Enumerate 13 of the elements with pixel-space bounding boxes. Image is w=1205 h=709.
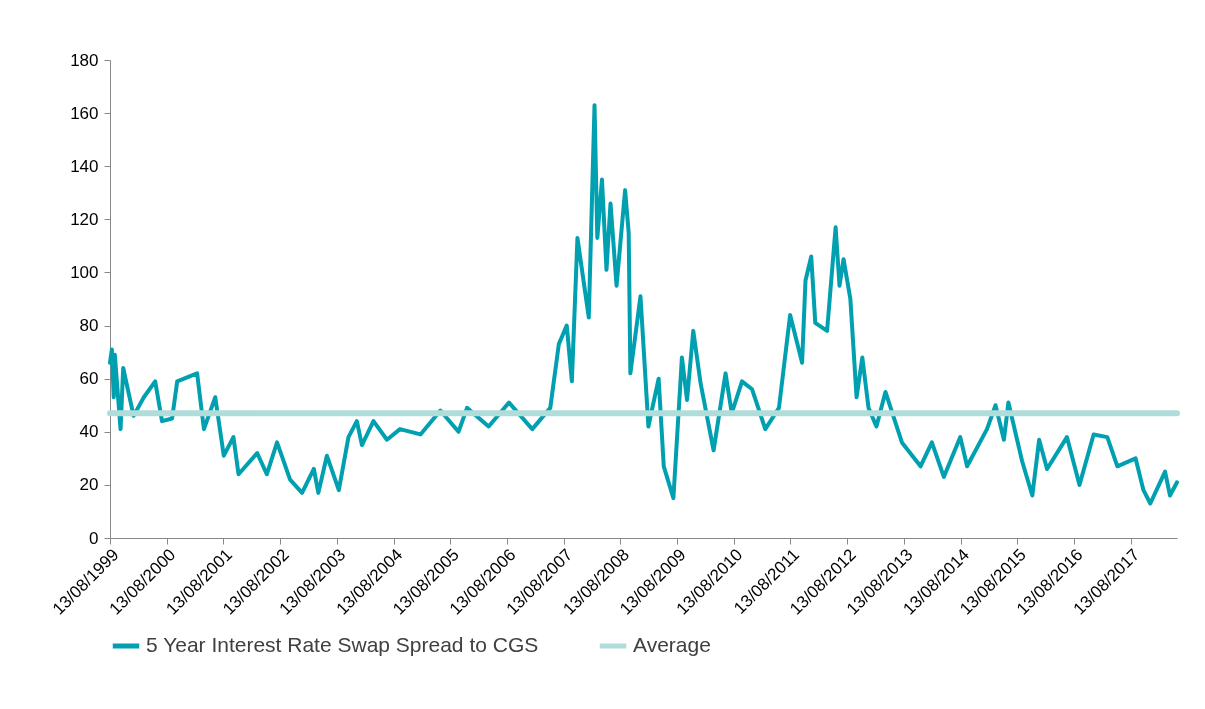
y-tick-label: 60 [79, 369, 99, 389]
y-tick-label: 120 [70, 209, 99, 229]
y-tick-label: 100 [70, 262, 99, 282]
y-tick-label: 0 [89, 528, 99, 548]
line-series [108, 103, 1179, 506]
y-tick-label: 180 [70, 50, 99, 70]
y-tick-label: 20 [79, 475, 99, 495]
legend-label: Average [633, 633, 711, 656]
legend-label: 5 Year Interest Rate Swap Spread to CGS [146, 633, 539, 656]
y-tick-label: 80 [79, 316, 99, 336]
y-tick-label: 140 [70, 156, 99, 176]
y-tick-label: 160 [70, 103, 99, 123]
y-tick-label: 40 [79, 422, 99, 442]
